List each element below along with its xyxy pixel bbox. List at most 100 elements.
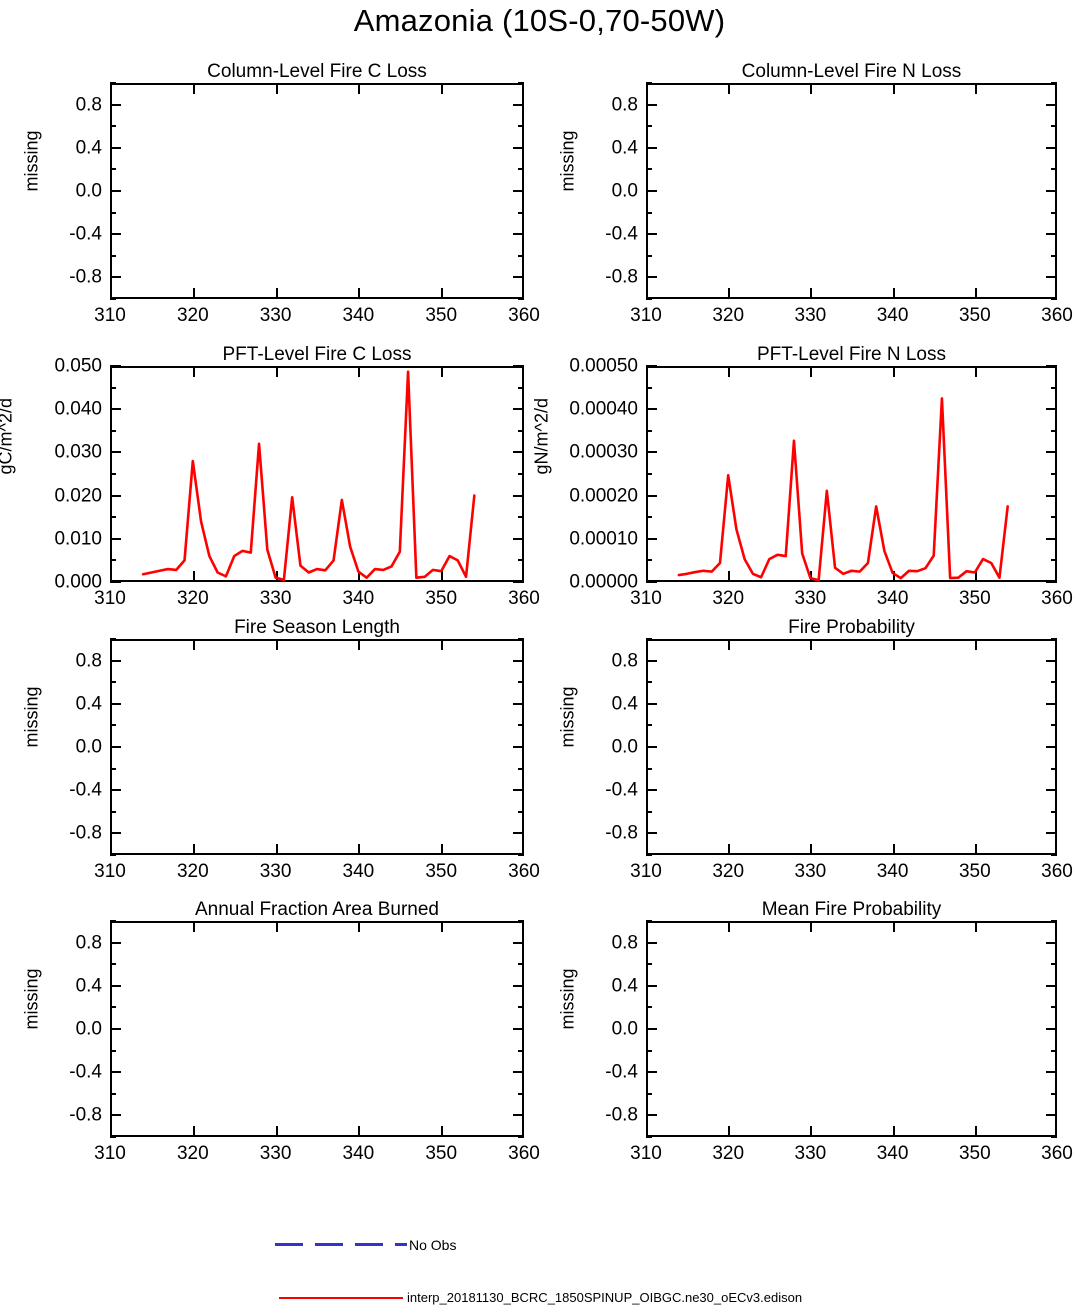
axis-tick <box>513 146 524 149</box>
axis-tick <box>646 920 652 922</box>
axis-tick <box>522 366 524 377</box>
y-tick-label: 0.040 <box>54 398 102 420</box>
y-tick-label: 0.8 <box>611 932 638 954</box>
x-tick-label: 330 <box>259 305 292 326</box>
axis-tick <box>522 921 524 932</box>
axis-tick <box>646 233 657 236</box>
no-obs-dash-4 <box>395 1243 407 1246</box>
axis-tick <box>646 1114 657 1117</box>
x-tick-label: 360 <box>508 861 540 882</box>
axis-tick <box>110 921 112 932</box>
axis-tick <box>518 254 524 257</box>
axis-tick <box>110 168 116 171</box>
axis-tick <box>892 571 895 582</box>
axis-tick <box>646 103 657 106</box>
y-tick-label: 0.8 <box>75 932 102 954</box>
y-tick-label: 0.0 <box>75 736 102 758</box>
axis-tick <box>110 451 121 454</box>
axis-tick <box>110 1006 116 1009</box>
y-tick-label: 0.0 <box>75 180 102 202</box>
axis-tick <box>1051 767 1057 770</box>
x-tick-label: 310 <box>94 1143 126 1164</box>
axis-tick <box>513 581 524 583</box>
axis-tick <box>110 941 121 944</box>
axis-tick <box>1055 921 1057 932</box>
axis-tick <box>646 1126 648 1137</box>
axis-tick <box>1051 473 1057 475</box>
y-tick-label: -0.8 <box>69 266 102 288</box>
panel-title: Annual Fraction Area Burned <box>195 899 439 920</box>
axis-tick <box>1046 233 1057 236</box>
model-run-label: interp_20181130_BCRC_1850SPINUP_OIBGC.ne… <box>407 1290 803 1305</box>
axis-tick <box>1051 681 1057 684</box>
y-tick-label: -0.4 <box>605 223 638 245</box>
axis-tick <box>110 702 121 705</box>
axis-tick <box>646 516 652 519</box>
y-tick-label: 0.050 <box>54 355 102 377</box>
axis-tick <box>513 1028 524 1030</box>
axis-tick <box>646 82 652 84</box>
axis-tick <box>110 254 116 257</box>
axis-tick <box>1046 1114 1057 1117</box>
axis-tick <box>1051 963 1057 966</box>
axis-tick <box>1051 1136 1057 1138</box>
axis-tick <box>646 451 657 454</box>
axis-tick <box>1051 386 1057 389</box>
axis-tick <box>441 639 444 650</box>
y-tick-label: 0.4 <box>75 975 102 997</box>
x-tick-label: 320 <box>712 1143 745 1164</box>
y-tick-label: 0.030 <box>54 441 102 463</box>
x-tick-label: 310 <box>94 305 126 326</box>
axis-tick <box>518 211 524 214</box>
axis-tick <box>1051 920 1057 922</box>
axis-tick <box>810 639 813 650</box>
axis-tick <box>513 190 524 192</box>
axis-tick <box>192 1126 195 1137</box>
axis-tick <box>518 125 524 128</box>
axis-tick <box>974 288 977 299</box>
axis-tick <box>513 103 524 106</box>
axis-tick <box>646 767 652 770</box>
axis-tick <box>522 288 524 299</box>
axis-tick <box>646 844 648 855</box>
axis-tick <box>1055 366 1057 377</box>
axis-tick <box>110 473 116 475</box>
axis-tick <box>441 288 444 299</box>
axis-tick <box>1055 844 1057 855</box>
axis-tick <box>518 168 524 171</box>
axis-tick <box>646 639 648 650</box>
axis-tick <box>974 639 977 650</box>
axis-tick <box>646 1049 652 1052</box>
axis-tick <box>646 681 652 684</box>
axis-tick <box>513 1071 524 1074</box>
axis-tick <box>441 921 444 932</box>
axis-tick <box>110 844 112 855</box>
axis-tick <box>646 559 652 562</box>
y-tick-label: 0.8 <box>611 94 638 116</box>
axis-tick <box>513 984 524 987</box>
y-tick-label: 0.4 <box>75 137 102 159</box>
axis-tick <box>646 638 652 640</box>
y-tick-label: 0.8 <box>611 650 638 672</box>
axis-tick <box>513 494 524 497</box>
axis-tick <box>974 844 977 855</box>
series-line <box>677 397 1009 582</box>
axis-tick <box>1046 408 1057 411</box>
y-tick-label: 0.0 <box>611 180 638 202</box>
axis-tick <box>192 83 195 94</box>
x-tick-label: 360 <box>508 588 540 609</box>
axis-tick <box>1051 168 1057 171</box>
axis-tick <box>441 571 444 582</box>
axis-tick <box>810 844 813 855</box>
axis-tick <box>646 494 657 497</box>
x-tick-label: 310 <box>630 1143 662 1164</box>
x-tick-label: 340 <box>342 588 375 609</box>
y-tick-label: -0.8 <box>605 266 638 288</box>
x-tick-label: 340 <box>342 305 375 326</box>
axis-tick <box>275 1126 278 1137</box>
axis-tick <box>522 639 524 650</box>
y-tick-label: -0.8 <box>605 822 638 844</box>
axis-tick <box>646 1028 657 1030</box>
plot-frame <box>110 83 524 299</box>
axis-tick <box>646 386 652 389</box>
